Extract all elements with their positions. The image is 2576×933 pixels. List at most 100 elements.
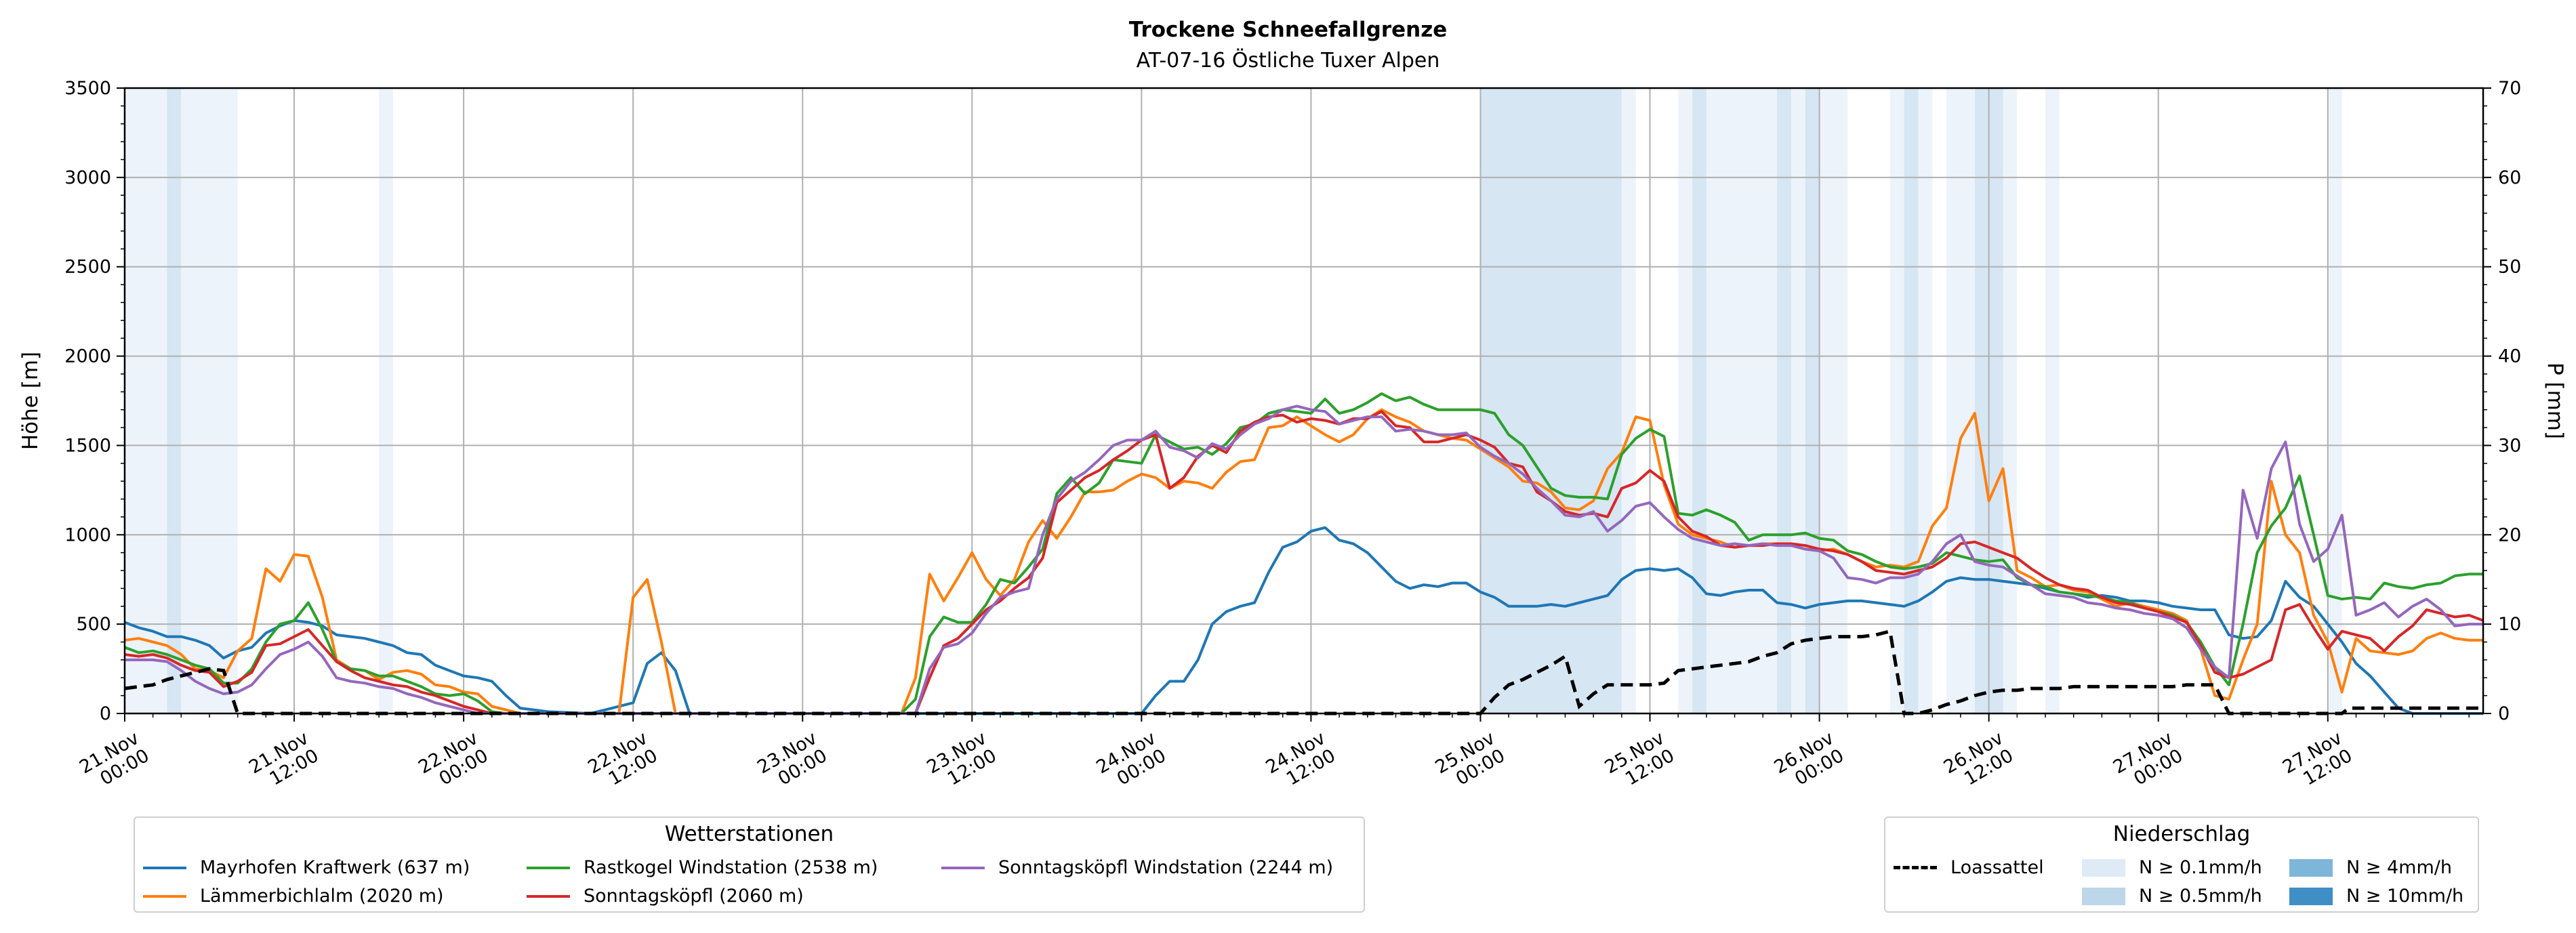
station-series bbox=[124, 392, 2484, 716]
precip-band-4 bbox=[1480, 88, 1622, 713]
ytick-label-1: 500 bbox=[76, 614, 111, 635]
legend-label-sonntagskoepfl-wind: Sonntagsköpfl Windstation (2244 m) bbox=[998, 857, 1334, 878]
y-axis-label: Höhe [m] bbox=[18, 352, 43, 450]
legend-line-loassattel bbox=[1894, 866, 1937, 869]
xtick-label-3: 22.Nov12:00 bbox=[584, 728, 661, 796]
y2tick-label-2: 20 bbox=[2498, 524, 2521, 545]
legend-line-mayrhofen bbox=[143, 866, 186, 869]
legend-label-n10: N ≥ 10mm/h bbox=[2346, 886, 2464, 907]
ytick-label-2: 1000 bbox=[64, 524, 111, 545]
legend-item-n4: N ≥ 4mm/h bbox=[2289, 857, 2452, 878]
legend-label-mayrhofen: Mayrhofen Kraftwerk (637 m) bbox=[200, 857, 470, 878]
precip-band-2 bbox=[181, 88, 238, 713]
xtick-label-2: 22.Nov00:00 bbox=[415, 728, 491, 796]
y2tick-label-7: 70 bbox=[2498, 78, 2521, 99]
y2tick-label-3: 30 bbox=[2498, 435, 2521, 456]
legend-label-laemmerbichlalm: Lämmerbichlalm (2020 m) bbox=[200, 886, 444, 907]
stations-legend: Wetterstationen Mayrhofen Kraftwerk (637… bbox=[134, 816, 1365, 913]
plot-frame bbox=[123, 87, 2485, 715]
ytick-label-0: 0 bbox=[100, 703, 111, 724]
xtick-label-1: 21.Nov12:00 bbox=[245, 728, 322, 796]
xtick-label-13: 27.Nov12:00 bbox=[2279, 728, 2356, 796]
legend-item-sonntagskoepfl: Sonntagsköpfl (2060 m) bbox=[527, 886, 804, 907]
series-line-3 bbox=[124, 392, 2483, 715]
ytick-label-6: 3000 bbox=[64, 167, 111, 188]
precip-band-9 bbox=[1777, 88, 1791, 713]
series-line-5 bbox=[125, 405, 2483, 715]
xtick-label-9: 25.Nov12:00 bbox=[1601, 728, 1678, 796]
precip-band-14 bbox=[1904, 88, 1919, 713]
precip-band-7 bbox=[1692, 88, 1706, 713]
legend-label-loassattel: Loassattel bbox=[1950, 857, 2044, 878]
legend-label-rastkogel: Rastkogel Windstation (2538 m) bbox=[584, 857, 878, 878]
ytick-label-4: 2000 bbox=[64, 346, 111, 367]
precip-band-11 bbox=[1805, 88, 1820, 713]
precip-band-15 bbox=[1918, 88, 1933, 713]
precip-band-3 bbox=[379, 88, 393, 713]
series-line-2 bbox=[124, 408, 2483, 715]
legend-line-sonntagskoepfl bbox=[527, 894, 570, 898]
chart-title: Trockene Schneefallgrenze bbox=[1128, 18, 1448, 42]
legend-item-mayrhofen: Mayrhofen Kraftwerk (637 m) bbox=[143, 857, 470, 878]
legend-item-n01: N ≥ 0.1mm/h bbox=[2082, 857, 2262, 878]
precip-band-8 bbox=[1706, 88, 1778, 713]
legend-patch-n4 bbox=[2289, 858, 2333, 877]
y2tick-label-6: 60 bbox=[2498, 167, 2521, 188]
precip-band-12 bbox=[1819, 88, 1848, 713]
legend-item-n10: N ≥ 10mm/h bbox=[2289, 886, 2463, 907]
legend-item-sonntagskoepfl-wind: Sonntagsköpfl Windstation (2244 m) bbox=[941, 857, 1333, 878]
series-line-1 bbox=[124, 526, 2483, 715]
xtick-label-11: 26.Nov12:00 bbox=[1940, 728, 2017, 796]
legend-line-laemmerbichlalm bbox=[143, 894, 186, 898]
series-line-4 bbox=[124, 410, 2484, 715]
precip-band-13 bbox=[1889, 88, 1904, 713]
legend-label-n05: N ≥ 0.5mm/h bbox=[2139, 886, 2262, 907]
xtick-label-5: 23.Nov12:00 bbox=[923, 728, 1000, 796]
xtick-label-10: 26.Nov00:00 bbox=[1771, 728, 1847, 796]
precip-band-19 bbox=[2045, 88, 2060, 713]
precipitation-legend: Niederschlag Loassattel N ≥ 0.1mm/h N ≥ … bbox=[1884, 816, 2479, 913]
grid-lines bbox=[125, 88, 2483, 713]
y2tick-label-1: 10 bbox=[2498, 614, 2521, 635]
precip-band-18 bbox=[2003, 88, 2018, 713]
legend-line-rastkogel bbox=[527, 866, 570, 869]
ytick-label-5: 2500 bbox=[64, 257, 111, 278]
y2tick-label-5: 50 bbox=[2498, 257, 2521, 278]
xtick-label-4: 23.Nov00:00 bbox=[754, 728, 830, 796]
legend-item-loassattel: Loassattel bbox=[1894, 857, 2044, 878]
precip-band-10 bbox=[1791, 88, 1805, 713]
y2tick-label-0: 0 bbox=[2498, 703, 2510, 724]
precip-band-6 bbox=[1678, 88, 1693, 713]
stations-legend-title: Wetterstationen bbox=[664, 822, 834, 846]
legend-patch-n01 bbox=[2082, 858, 2125, 877]
legend-item-n05: N ≥ 0.5mm/h bbox=[2082, 886, 2262, 907]
y2-axis-label: P [mm] bbox=[2543, 362, 2567, 439]
legend-patch-n05 bbox=[2082, 887, 2125, 905]
ytick-label-7: 3500 bbox=[64, 78, 111, 99]
plot-border bbox=[123, 87, 2485, 715]
chart-subtitle: AT-07-16 Östliche Tuxer Alpen bbox=[1136, 49, 1440, 72]
xtick-label-0: 21.Nov00:00 bbox=[76, 728, 152, 796]
precip-band-16 bbox=[1946, 88, 1975, 713]
precip-band-20 bbox=[2327, 88, 2342, 713]
legend-item-rastkogel: Rastkogel Windstation (2538 m) bbox=[527, 857, 878, 878]
legend-item-laemmerbichlalm: Lämmerbichlalm (2020 m) bbox=[143, 886, 444, 907]
xtick-label-12: 27.Nov00:00 bbox=[2110, 728, 2186, 796]
legend-line-sonntagskoepfl-wind bbox=[941, 866, 985, 869]
precipitation-legend-title: Niederschlag bbox=[2112, 822, 2251, 846]
precipitation-bands bbox=[125, 88, 2342, 713]
legend-label-n4: N ≥ 4mm/h bbox=[2346, 857, 2452, 878]
xtick-label-8: 25.Nov00:00 bbox=[1432, 728, 1509, 796]
legend-label-sonntagskoepfl: Sonntagsköpfl (2060 m) bbox=[584, 886, 804, 907]
precip-band-1 bbox=[167, 88, 182, 713]
xtick-label-6: 24.Nov00:00 bbox=[1093, 728, 1170, 796]
precip-band-5 bbox=[1621, 88, 1636, 713]
xtick-label-7: 24.Nov12:00 bbox=[1263, 728, 1339, 796]
loassattel-line bbox=[124, 629, 2483, 716]
ytick-label-3: 1500 bbox=[64, 435, 111, 456]
legend-patch-n10 bbox=[2289, 887, 2333, 905]
y2tick-label-4: 40 bbox=[2498, 346, 2521, 367]
legend-label-n01: N ≥ 0.1mm/h bbox=[2139, 857, 2262, 878]
precip-band-0 bbox=[125, 88, 167, 713]
